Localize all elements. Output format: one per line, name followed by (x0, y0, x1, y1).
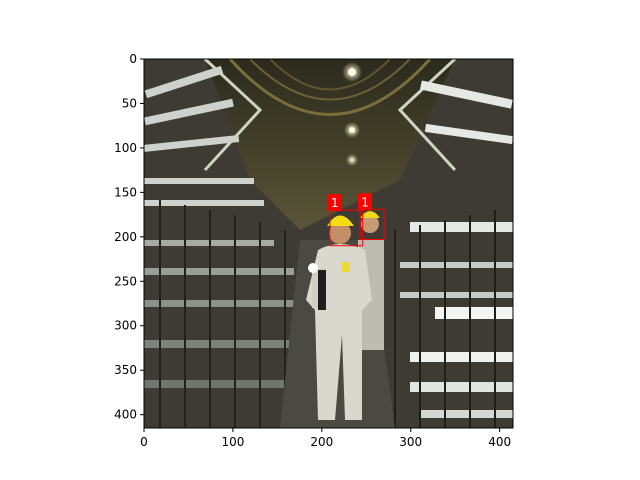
tunnel-photo (144, 59, 513, 428)
x-tick-label: 200 (310, 435, 333, 449)
detection-label: 1 (361, 195, 369, 209)
detection-label-badge (358, 193, 373, 211)
axes-frame (143, 58, 514, 429)
y-tick-label: 50 (122, 96, 137, 110)
x-tick-label: 100 (221, 435, 244, 449)
y-tick-label: 250 (114, 274, 137, 288)
x-tick-label: 300 (399, 435, 422, 449)
detection-label: 1 (331, 196, 339, 210)
y-tick-label: 200 (114, 230, 137, 244)
x-tick-label: 400 (488, 435, 511, 449)
y-tick-label: 350 (114, 363, 137, 377)
x-axis: 0 100 200 300 400 (140, 428, 511, 449)
detection-box (359, 208, 385, 240)
y-tick-label: 0 (129, 52, 137, 66)
y-tick-label: 150 (114, 185, 137, 199)
y-tick-label: 400 (114, 408, 137, 422)
y-tick-label: 300 (114, 319, 137, 333)
detection-box (329, 209, 364, 247)
y-axis: 0 50 100 150 200 250 300 350 400 (114, 52, 144, 422)
detection-label-badge (327, 194, 342, 212)
y-tick-label: 100 (114, 141, 137, 155)
x-tick-label: 0 (140, 435, 148, 449)
